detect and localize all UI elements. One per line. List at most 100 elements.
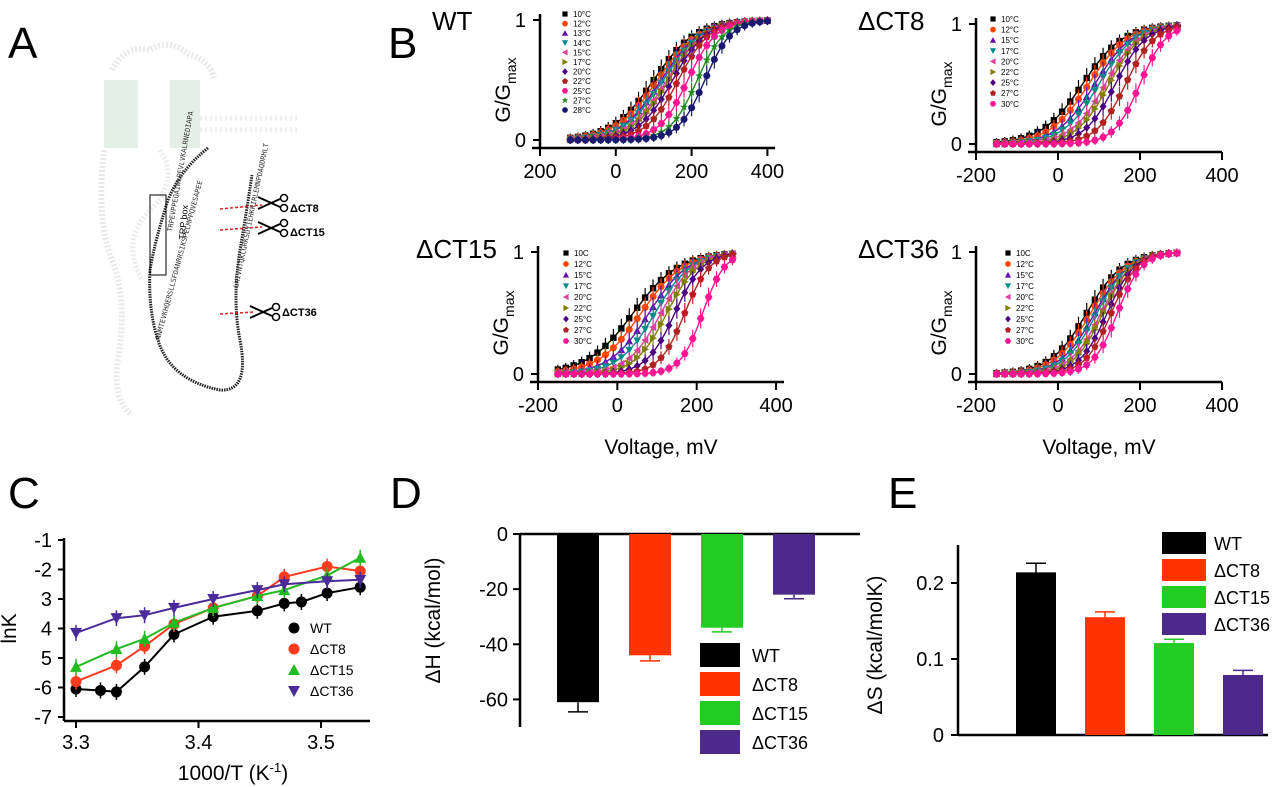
- gv-plot-ct15: 0 1 -200 0 200 400 G/Gmax ΔCT15 Voltage, mV 10C 12…: [416, 234, 793, 459]
- data-point: [577, 370, 586, 378]
- legend-marker: [562, 107, 568, 113]
- data-point: [1025, 370, 1034, 378]
- legend-label: WT: [310, 620, 332, 636]
- data-point: [251, 605, 263, 617]
- data-point: [649, 323, 657, 332]
- data-point: [1115, 290, 1124, 298]
- x-tick-label: 0: [612, 395, 623, 417]
- legend-swatch: [700, 643, 740, 667]
- data-point: [1124, 76, 1132, 83]
- data-point: [650, 115, 658, 123]
- data-point: [634, 127, 643, 134]
- gv-plot-ct36: 0 1 -200 0 200 400 G/Gmax ΔCT36 Voltage, mV 10C 12…: [858, 234, 1239, 459]
- data-point: [574, 136, 582, 144]
- legend-marker: [563, 315, 569, 323]
- data-point: [95, 684, 106, 696]
- y-axis-label: G/Gmax: [928, 62, 955, 127]
- data-point: [665, 321, 673, 330]
- data-point: [1083, 83, 1091, 91]
- data-point: [1083, 339, 1091, 348]
- data-point: [1009, 370, 1017, 378]
- legend-marker: [1005, 326, 1011, 333]
- data-point: [612, 136, 620, 144]
- legend-marker: [989, 58, 996, 65]
- data-point: [70, 627, 82, 639]
- legend-label: ΔCT8: [310, 641, 346, 657]
- data-point: [1123, 106, 1132, 114]
- legend-marker: [1004, 283, 1012, 290]
- data-point: [680, 115, 688, 123]
- bar: [1154, 643, 1194, 735]
- data-point: [1165, 26, 1173, 34]
- data-point: [1017, 140, 1025, 148]
- data-point: [641, 356, 649, 365]
- legend-marker: [562, 78, 568, 84]
- trp-box-label: TRP box: [177, 204, 190, 240]
- x-axis-label: 1000/T (K-1): [178, 760, 288, 785]
- y-tick-label: 0: [513, 364, 524, 386]
- data-point: [720, 263, 729, 271]
- c-terminal-chain: [148, 146, 254, 392]
- data-point: [1140, 46, 1148, 54]
- legend-marker: [562, 68, 568, 75]
- data-point: [1124, 57, 1132, 66]
- legend-label: 12°C: [1016, 260, 1034, 269]
- data-point: [139, 661, 151, 673]
- data-point: [585, 370, 594, 378]
- data-point: [1107, 87, 1115, 97]
- data-point: [1074, 129, 1083, 138]
- data-point: [650, 106, 658, 115]
- legend-marker: [1004, 338, 1012, 344]
- data-point: [207, 611, 219, 623]
- data-point: [681, 350, 689, 357]
- data-point: [665, 93, 673, 101]
- data-point: [1058, 108, 1066, 115]
- panel-label-b: B: [388, 19, 417, 68]
- legend-marker: [563, 326, 569, 333]
- data-point: [649, 313, 657, 321]
- y-tick-label: -2: [34, 560, 52, 582]
- data-point: [657, 95, 665, 104]
- data-point: [695, 54, 703, 61]
- legend-swatch: [1162, 586, 1206, 608]
- data-point: [1140, 36, 1148, 45]
- data-point: [688, 104, 696, 112]
- data-point: [581, 136, 590, 144]
- data-point: [1115, 71, 1124, 81]
- legend-label: 22°C: [574, 304, 592, 313]
- data-point: [673, 359, 681, 367]
- data-point: [619, 136, 627, 144]
- data-point: [1108, 76, 1116, 85]
- data-point: [635, 135, 643, 143]
- data-point: [1067, 98, 1074, 105]
- legend-swatch: [1162, 613, 1206, 635]
- data-point: [688, 52, 696, 60]
- data-point: [650, 133, 658, 142]
- data-point: [617, 354, 626, 362]
- x-tick-label: 200: [675, 161, 708, 183]
- data-point: [1107, 309, 1115, 317]
- x-tick-label: 0: [1052, 165, 1063, 187]
- data-point: [321, 576, 334, 588]
- y-tick-label: 0.1: [916, 649, 944, 671]
- data-point: [1082, 361, 1091, 369]
- legend-label: 14°C: [573, 39, 591, 48]
- legend-marker: [990, 68, 997, 76]
- x-tick-label: 200: [523, 161, 556, 183]
- legend-label: 22°C: [1001, 68, 1019, 77]
- x-tick-label: -200: [518, 395, 558, 417]
- data-point: [1164, 250, 1173, 258]
- data-point: [1115, 92, 1124, 100]
- legend-label: 30°C: [574, 337, 592, 346]
- data-point: [702, 55, 711, 64]
- data-point: [695, 41, 703, 49]
- chart-title: ΔCT36: [858, 234, 939, 264]
- data-point: [207, 601, 220, 613]
- legend-label: 20°C: [1001, 57, 1019, 66]
- legend-marker: [288, 622, 300, 634]
- data-point: [672, 123, 680, 131]
- data-point: [1156, 30, 1165, 38]
- legend-marker: [1004, 293, 1011, 301]
- data-point: [1099, 118, 1107, 126]
- data-point: [641, 370, 649, 377]
